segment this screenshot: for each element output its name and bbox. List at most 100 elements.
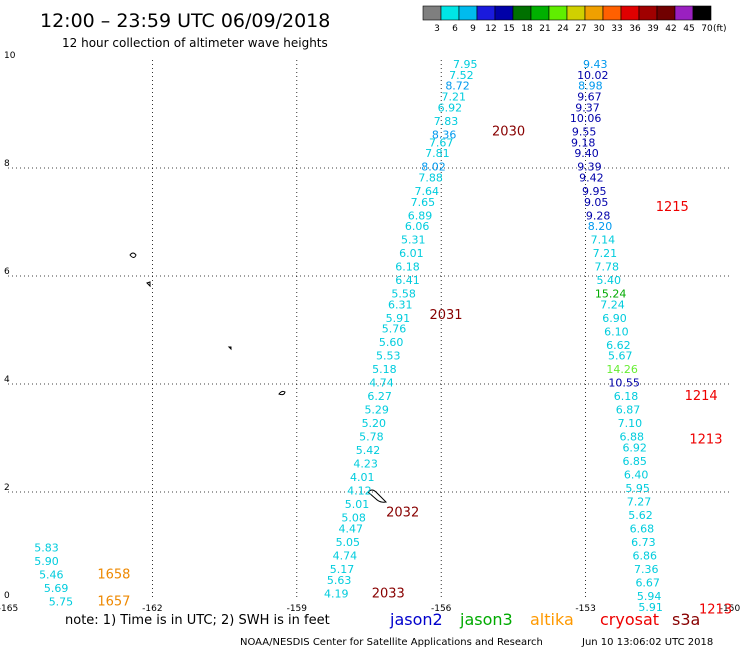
satellite-passes: 7.957.528.727.216.927.838.367.677.818.02… (34, 58, 732, 617)
wave-height-value: 10.02 (577, 69, 609, 82)
pass-1215: 9.4310.028.989.679.3710.069.559.189.409.… (570, 58, 689, 274)
colorbar-label: 30 (593, 24, 605, 34)
wave-height-value: 5.90 (34, 555, 59, 568)
wave-height-value: 4.12 (347, 485, 372, 498)
footer-timestamp: Jun 10 13:06:02 UTC 2018 (581, 637, 713, 648)
colorbar-label: 3 (434, 24, 440, 34)
wave-height-value: 9.95 (582, 185, 607, 198)
wave-height-value: 5.20 (362, 417, 387, 430)
x-tick-label: -165 (0, 604, 18, 614)
wave-height-value: 7.21 (441, 91, 466, 104)
wave-height-value: 9.67 (577, 91, 602, 104)
pass-1658: 5.835.905.465.695.75 1658 (34, 541, 130, 608)
pass-time-label: 1215 (656, 200, 689, 215)
wave-height-value: 7.65 (411, 196, 436, 209)
wave-height-value: 9.37 (575, 101, 600, 114)
colorbar-label: 27 (575, 24, 586, 34)
wave-height-value: 5.31 (401, 234, 426, 247)
colorbar-label: 24 (557, 24, 569, 34)
wave-height-value: 5.76 (382, 323, 407, 336)
wave-height-value: 7.64 (415, 185, 440, 198)
y-tick-label: 6 (4, 267, 10, 277)
wave-height-value: 5.94 (637, 590, 662, 603)
colorbar-swatch (458, 5, 478, 21)
wave-height-value: 5.78 (359, 431, 384, 444)
sat-legend-jason3: jason3 (459, 610, 513, 629)
wave-height-value: 9.55 (572, 126, 597, 139)
grid (8, 60, 730, 600)
wave-height-value: 5.75 (49, 595, 74, 608)
sat-legend-s3a: s3a (672, 610, 700, 629)
wave-height-value: 4.23 (353, 458, 378, 471)
colorbar-label: 18 (521, 24, 533, 34)
wave-height-value: 8.02 (421, 161, 446, 174)
wave-height-value: 5.42 (356, 444, 381, 457)
colorbar-unit: (ft) (713, 24, 727, 34)
pass-time-label: 1213 (689, 432, 722, 447)
colorbar-swatch (674, 5, 694, 21)
x-tick-label: -159 (287, 604, 308, 614)
y-tick-label: 10 (4, 51, 16, 61)
wave-height-value: 9.05 (584, 196, 609, 209)
wave-height-value: 5.08 (341, 512, 366, 525)
pass-2031: 6.415.586.315.915.765.605.535.184.746.27… (345, 274, 463, 511)
wave-height-value: 8.98 (578, 80, 603, 93)
wave-height-value: 6.18 (395, 261, 420, 274)
wave-height-value: 6.40 (624, 469, 649, 482)
satellite-legend: jason2 jason3 altika cryosat s3a (389, 610, 700, 629)
colorbar-swatch (656, 5, 676, 21)
colorbar-label: 15 (503, 24, 514, 34)
island-2 (146, 281, 151, 288)
wave-height-value: 9.43 (583, 58, 608, 71)
x-tick-label: -153 (575, 604, 595, 614)
wave-height-value: 10.06 (570, 112, 602, 125)
colorbar-label: 39 (647, 24, 659, 34)
colorbar-swatch (584, 5, 604, 21)
sat-legend-cryosat: cryosat (600, 610, 659, 629)
y-tick-label: 8 (4, 159, 10, 169)
wave-height-value: 7.21 (593, 247, 618, 260)
wave-height-value: 8.72 (445, 80, 470, 93)
wave-height-value: 5.17 (330, 563, 355, 576)
colorbar-label: 36 (629, 24, 641, 34)
wave-height-value: 7.67 (429, 136, 454, 149)
x-tick-label: -162 (142, 604, 162, 614)
pass-time-label: 2032 (386, 505, 419, 520)
wave-height-value: 10.55 (608, 377, 640, 390)
wave-height-value: 6.10 (604, 325, 629, 338)
wave-height-value: 6.67 (635, 577, 660, 590)
wave-height-value: 7.27 (627, 496, 652, 509)
wave-height-value: 5.95 (625, 482, 650, 495)
page-title: 12:00 – 23:59 UTC 06/09/2018 (40, 10, 330, 32)
wave-height-value: 9.42 (579, 172, 604, 185)
wave-height-value: 4.01 (350, 471, 375, 484)
wave-height-value: 5.58 (391, 288, 416, 301)
wave-height-value: 5.83 (34, 541, 59, 554)
pass-time-label: 2030 (492, 125, 525, 140)
wave-height-value: 6.01 (399, 247, 424, 260)
wave-height-value: 6.92 (438, 101, 463, 114)
y-tick-label: 4 (4, 375, 10, 385)
wave-height-value: 9.40 (574, 147, 599, 160)
pass-time-label: 1657 (97, 594, 130, 609)
page-subtitle: 12 hour collection of altimeter wave hei… (62, 36, 328, 50)
wave-height-value: 9.39 (577, 161, 602, 174)
wave-height-value: 6.06 (405, 220, 430, 233)
wave-height-value: 5.53 (376, 350, 401, 363)
pass-1214: 5.4015.247.246.906.106.625.6714.2610.556… (595, 274, 718, 444)
wave-height-value: 7.10 (618, 417, 643, 430)
pass-time-label: 1213 (699, 603, 732, 618)
wave-height-value: 5.05 (336, 536, 361, 549)
colorbar-swatch (530, 5, 550, 21)
wave-height-value: 7.52 (449, 69, 474, 82)
wave-height-value: 4.19 (324, 587, 349, 600)
wave-height-value: 5.01 (345, 498, 370, 511)
colorbar-swatch (494, 5, 514, 21)
colorbar: 3 6 9 12 15 18 21 24 27 30 33 36 39 42 45 70 (ft) (422, 5, 727, 34)
sat-legend-altika: altika (530, 610, 574, 629)
footer-note: note: 1) Time is in UTC; 2) SWH is in fe… (65, 613, 330, 628)
wave-height-value: 5.63 (327, 574, 352, 587)
y-tick-label: 2 (4, 483, 10, 493)
colorbar-label: 33 (611, 24, 622, 34)
